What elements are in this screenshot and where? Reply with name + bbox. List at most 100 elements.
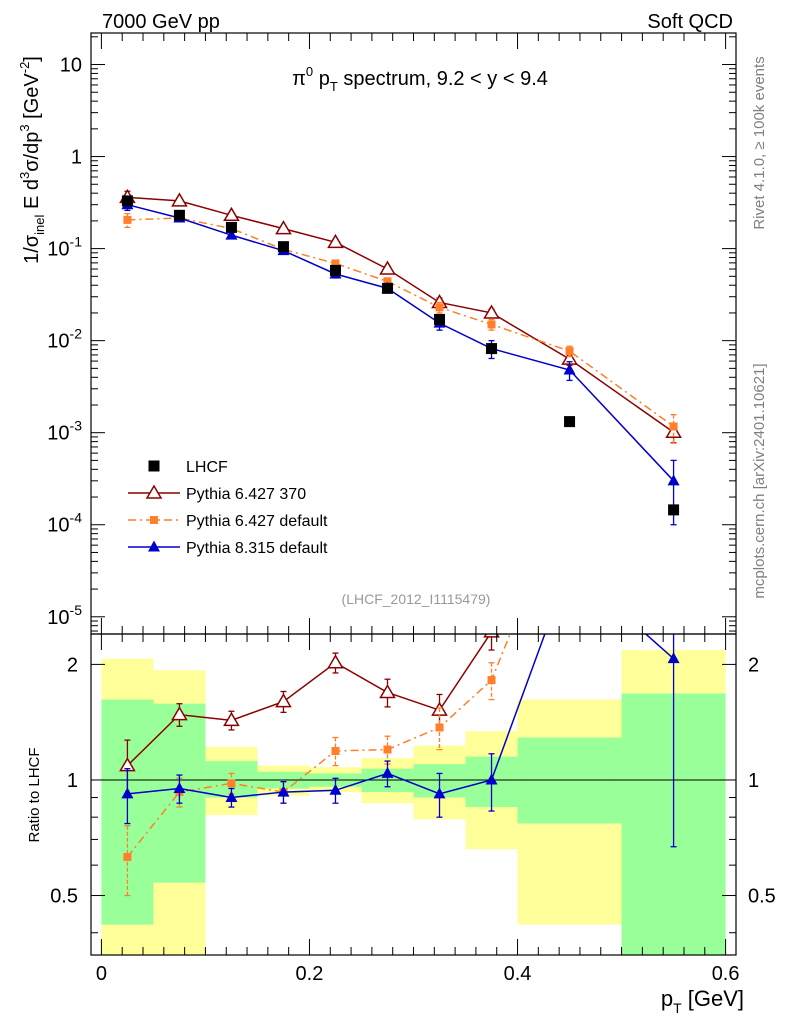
ratio-point-py6_def xyxy=(383,745,392,754)
ratio-point-py8 xyxy=(225,791,238,803)
main-point-data xyxy=(329,264,341,276)
main-y-tick-label: 10-1 xyxy=(47,234,82,261)
main-y-tick-label: 10-4 xyxy=(47,510,82,537)
header-left: 7000 GeV pp xyxy=(102,11,220,33)
ratio-point-py6_370 xyxy=(563,511,577,523)
main-point-py6_370 xyxy=(171,192,188,207)
main-point-data xyxy=(434,313,446,325)
rivet-version-text: Rivet 4.1.0, ≥ 100k events xyxy=(751,56,768,229)
main-point-data xyxy=(564,416,576,428)
main-point-py6_370 xyxy=(665,423,682,439)
main-point-py6_def xyxy=(487,320,496,329)
ratio-y-tick-label-right: 2 xyxy=(748,654,759,676)
main-line-py8 xyxy=(127,203,675,482)
legend-label-py6_370: Pythia 6.427 370 xyxy=(186,486,306,503)
main-point-py8 xyxy=(563,363,576,375)
legend: LHCF Pythia 6.427 370 Pythia 6.427 default… xyxy=(128,459,328,557)
ratio-uncertainty-bands xyxy=(101,650,726,955)
ratio-point-py8 xyxy=(564,560,576,571)
main-point-py6_def xyxy=(331,259,340,268)
ratio-y-tick-label-left: 2 xyxy=(67,654,78,676)
ratio-point-py8 xyxy=(485,773,498,785)
x-tick-label: 0.6 xyxy=(712,963,740,985)
y-axis-label: 1/σinel E d3σ/dp3 [GeV-2] xyxy=(17,56,47,264)
main-y-tick-label: 1 xyxy=(71,147,82,169)
ratio-point-py8 xyxy=(667,652,680,664)
main-point-data xyxy=(381,282,393,294)
ratio-point-py6_370 xyxy=(483,634,500,638)
ratio-point-py8 xyxy=(173,782,186,794)
main-point-py8 xyxy=(225,228,238,240)
legend-marker-data xyxy=(148,460,160,472)
ratio-point-py8 xyxy=(381,766,394,778)
ratio-y-axis-label: Ratio to LHCF xyxy=(26,747,43,842)
ratio-point-py6_def xyxy=(566,483,574,491)
main-y-tick-label: 10-2 xyxy=(47,326,82,353)
main-line-py6_def xyxy=(127,217,675,428)
ratio-point-py6_def xyxy=(123,852,132,861)
source-text: mcplots.cern.ch [arXiv:2401.10621] xyxy=(751,363,768,598)
ratio-point-py8 xyxy=(433,787,446,799)
ratio-point-py8 xyxy=(329,783,342,795)
ratio-y-tick-label-left: 1 xyxy=(67,770,78,792)
legend-label-data: LHCF xyxy=(186,459,228,476)
legend-marker-py6_370 xyxy=(145,484,163,499)
x-axis-label: pT [GeV] xyxy=(661,986,744,1016)
ratio-point-py8 xyxy=(121,787,134,799)
main-point-py6_370 xyxy=(223,206,240,222)
main-y-tick-label: 10-5 xyxy=(47,602,82,629)
ratio-point-py6_def xyxy=(331,746,340,755)
ratio-point-py6_def xyxy=(487,676,496,685)
legend-label-py6_def: Pythia 6.427 default xyxy=(186,513,328,530)
main-series-py6_370 xyxy=(119,188,682,444)
main-point-data xyxy=(668,504,680,516)
ratio-y-tick-label-left: 0.5 xyxy=(50,886,78,908)
main-point-data xyxy=(173,209,185,221)
ratio-point-py6_def xyxy=(227,779,236,788)
main-y-tick-label: 10-3 xyxy=(47,418,82,445)
main-point-py6_def xyxy=(565,347,574,356)
legend-label-py8: Pythia 8.315 default xyxy=(186,540,328,557)
main-plot-layer xyxy=(119,188,682,526)
ratio-point-py6_370 xyxy=(327,654,344,669)
ratio-point-py6_370 xyxy=(275,693,292,708)
main-point-data xyxy=(121,195,133,207)
main-series-data xyxy=(121,195,680,516)
ratio-plot-layer xyxy=(91,483,736,897)
header-right: Soft QCD xyxy=(647,11,733,33)
legend-marker-py6_def xyxy=(150,516,158,524)
ratio-point-py6_370 xyxy=(171,706,188,721)
ratio-y-tick-label-right: 1 xyxy=(748,770,759,792)
main-point-py6_def xyxy=(435,303,444,312)
main-point-data xyxy=(225,221,237,233)
main-point-py8 xyxy=(667,474,680,486)
main-point-py6_370 xyxy=(327,233,344,249)
main-y-tick-label: 10 xyxy=(60,55,82,77)
main-point-py6_370 xyxy=(275,220,292,235)
ratio-point-py6_def xyxy=(435,723,444,732)
x-tick-label: 0.4 xyxy=(504,963,532,985)
legend-marker-py8 xyxy=(148,540,160,552)
ratio-point-py6_370 xyxy=(223,711,240,727)
x-tick-label: 0 xyxy=(96,963,107,985)
band-inner xyxy=(517,737,622,824)
chart-title: π0 pT spectrum, 9.2 < y < 9.4 xyxy=(292,64,548,94)
main-point-data xyxy=(277,241,289,253)
axes-layer: 10 1 10-1 10-2 10-3 10-4 10-5 0 0.2 0.4 0.6 2 2 1 1 0.5… xyxy=(47,32,776,985)
ratio-series-py8 xyxy=(121,560,680,848)
x-tick-label: 0.2 xyxy=(296,963,324,985)
main-series-py6_def xyxy=(123,212,678,444)
main-point-py6_370 xyxy=(379,260,396,275)
main-point-py6_def xyxy=(383,277,392,286)
ratio-point-py6_370 xyxy=(379,683,396,699)
main-line-py6_370 xyxy=(127,196,675,433)
analysis-id: (LHCF_2012_I1115479) xyxy=(342,591,491,607)
ratio-point-py8 xyxy=(277,785,290,797)
ratio-line-py8 xyxy=(127,634,675,799)
main-point-py6_def xyxy=(123,215,132,224)
main-point-py6_def xyxy=(669,422,678,431)
main-point-py6_370 xyxy=(483,304,500,319)
main-point-data xyxy=(486,343,498,355)
ratio-y-tick-label-right: 0.5 xyxy=(748,886,776,908)
